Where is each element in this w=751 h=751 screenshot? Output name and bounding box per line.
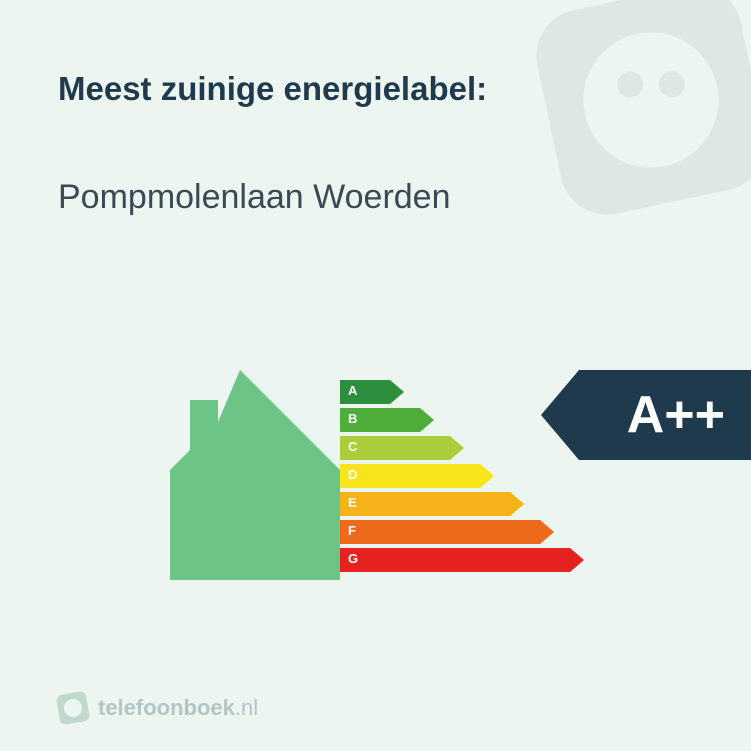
energy-bar-label: A [348,383,357,398]
watermark-icon [521,0,751,230]
footer-brand: telefoonboek.nl [58,693,258,723]
brand-bold: telefoonboek [98,695,235,720]
brand-light: .nl [235,695,258,720]
rating-badge: A++ [579,370,751,460]
energy-bar-label: F [348,523,356,538]
house-icon [140,370,340,590]
energy-bar-label: E [348,495,357,510]
brand-text: telefoonboek.nl [98,695,258,721]
energy-bar-label: G [348,551,358,566]
energy-bar-label: C [348,439,357,454]
brand-logo-icon [56,691,91,726]
energy-bar-label: D [348,467,357,482]
energy-bar-label: B [348,411,357,426]
page-title: Meest zuinige energielabel: [58,70,487,108]
rating-badge-text: A++ [627,385,725,445]
location-subtitle: Pompmolenlaan Woerden [58,178,451,217]
